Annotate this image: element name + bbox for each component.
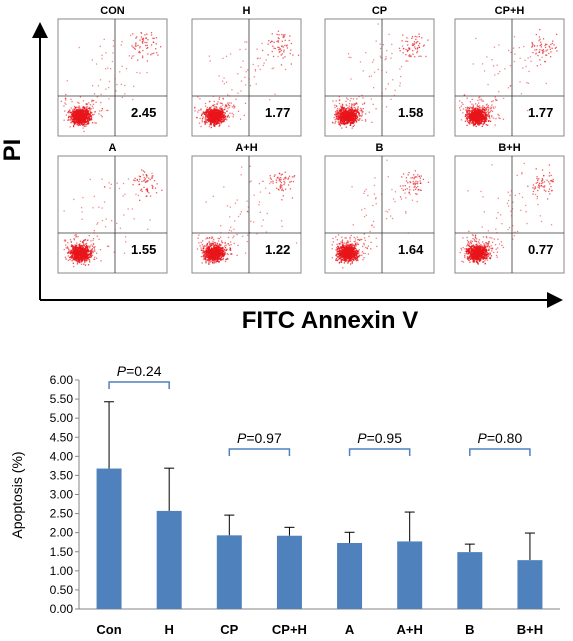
y-tick-label: 4.00	[50, 449, 74, 463]
p-value-label: P=0.95	[357, 430, 402, 446]
y-tick-label: 3.50	[50, 468, 74, 482]
y-tick-label: 2.50	[50, 507, 74, 521]
flow-plot: A+H 1.22	[191, 142, 302, 274]
y-tick-label: 0.50	[50, 583, 74, 597]
event-dots	[331, 159, 430, 269]
event-dots	[459, 162, 554, 265]
flow-plot: CP+H 1.77	[454, 5, 565, 137]
apoptosis-percent: 1.64	[398, 242, 424, 257]
flow-plot-frame	[454, 18, 565, 137]
apoptosis-percent: 1.77	[265, 105, 290, 120]
flow-plot-title: B	[376, 142, 384, 154]
y-tick-label: 2.00	[50, 526, 74, 540]
pi-axis-label: PI	[0, 139, 26, 162]
x-tick-label: B	[465, 622, 474, 637]
x-tick-label: Con	[96, 622, 121, 637]
flow-plot: CON 2.45	[57, 5, 168, 137]
event-dots	[331, 23, 429, 129]
bar	[457, 552, 483, 609]
event-dots	[60, 32, 162, 133]
y-tick-label: 5.00	[50, 411, 74, 425]
annexin-axis-label: FITC Annexin V	[242, 307, 418, 334]
flow-plot: B 1.64	[324, 142, 435, 274]
flow-plot-title: H	[243, 5, 251, 17]
flow-plot-title: CP	[372, 5, 387, 17]
y-tick-label: 6.00	[50, 373, 74, 387]
bar	[276, 535, 302, 609]
flow-plot: H 1.77	[191, 5, 302, 137]
flow-plot-frame	[324, 155, 435, 274]
event-dots	[63, 169, 163, 268]
y-tick-label: 1.00	[50, 564, 74, 578]
significance-bracket	[348, 448, 411, 456]
event-dots	[196, 165, 298, 265]
flow-plot: A 1.55	[57, 142, 168, 274]
flow-plot: CP 1.58	[324, 5, 435, 137]
apoptosis-percent: 1.58	[398, 105, 423, 120]
x-tick-label: CP	[220, 622, 238, 637]
apoptosis-percent: 1.55	[131, 242, 156, 257]
significance-bracket	[108, 381, 170, 389]
flow-plot-title: A	[109, 142, 117, 154]
x-tick-label: H	[164, 622, 173, 637]
flow-plot: B+H 0.77	[454, 142, 565, 274]
bar	[397, 541, 423, 609]
flow-plot-frame	[454, 155, 565, 274]
significance-bracket	[228, 448, 291, 456]
apoptosis-percent: 2.45	[131, 105, 156, 120]
flow-plot-title: CON	[100, 5, 125, 17]
x-tick-label: B+H	[517, 622, 543, 637]
x-tick-label: CP+H	[272, 622, 307, 637]
bar	[517, 560, 543, 609]
p-value-label: P=0.24	[117, 363, 162, 379]
flow-plot-frame	[57, 155, 168, 274]
apoptosis-percent: 0.77	[528, 242, 553, 257]
y-tick-label: 0.00	[50, 602, 74, 616]
y-tick-label: 4.50	[50, 430, 74, 444]
p-value-label: P=0.97	[237, 430, 282, 446]
y-tick-label: 5.50	[50, 392, 74, 406]
bar	[96, 468, 122, 609]
flow-plot-title: CP+H	[495, 5, 525, 17]
event-dots	[459, 29, 558, 128]
bar	[337, 542, 363, 609]
significance-bracket	[469, 448, 531, 456]
event-dots	[194, 30, 300, 129]
y-axis-label: Apoptosis (%)	[9, 451, 25, 538]
flow-plot-frame	[191, 18, 302, 137]
apoptosis-percent: 1.77	[528, 105, 553, 120]
y-tick-label: 1.50	[50, 545, 74, 559]
x-tick-label: A+H	[397, 622, 423, 637]
p-value-label: P=0.80	[477, 430, 522, 446]
y-tick-label: 3.00	[50, 488, 74, 502]
x-tick-label: A	[345, 622, 355, 637]
bar	[216, 535, 242, 609]
flow-plot-frame	[324, 18, 435, 137]
apoptosis-bar-chart: Apoptosis (%) 0.00 0.50 1.00 1.50 2.00 2.50 3.…	[9, 363, 560, 637]
flow-cytometry-panel: PI FITC Annexin V CON 2.45 H 1.77 CP 1.58 CP+H…	[0, 5, 565, 334]
apoptosis-percent: 1.22	[265, 242, 290, 257]
flow-plot-title: B+H	[498, 142, 520, 154]
bar	[156, 510, 182, 609]
flow-plot-frame	[57, 18, 168, 137]
flow-plot-frame	[191, 155, 302, 274]
flow-plot-title: A+H	[235, 142, 257, 154]
